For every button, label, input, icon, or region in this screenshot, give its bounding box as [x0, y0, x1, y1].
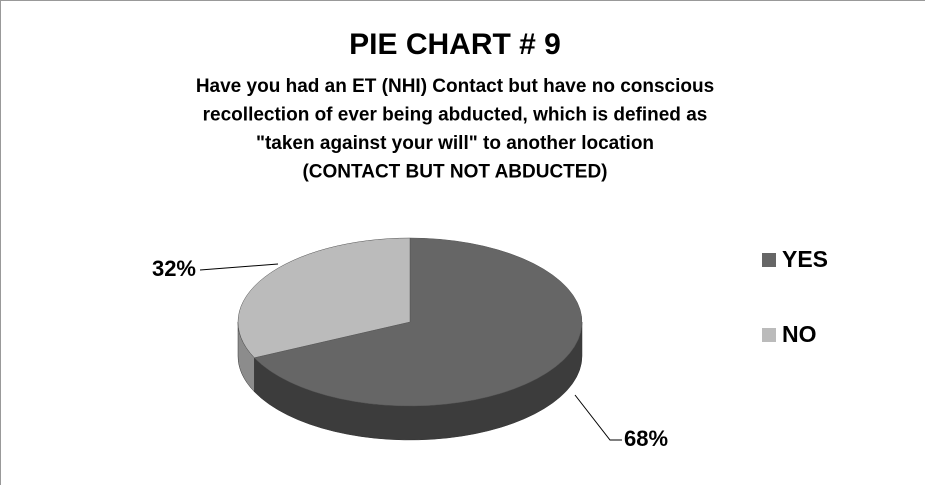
slice — [253, 237, 583, 407]
leader-line — [574, 394, 622, 441]
legend-label: YES — [782, 246, 828, 272]
chart-subtitle: "taken against your will" to another loc… — [256, 133, 654, 154]
data-label: 68% — [624, 426, 668, 451]
slice — [237, 237, 411, 359]
legend-swatch — [762, 328, 776, 342]
chart-subtitle: (CONTACT BUT NOT ABDUCTED) — [302, 162, 607, 183]
legend-swatch — [762, 253, 776, 267]
leader-line — [199, 263, 279, 271]
chart-title: PIE CHART # 9 — [349, 28, 561, 61]
chart-subtitle: recollection of ever being abducted, whi… — [203, 105, 708, 126]
chart-subtitle: Have you had an ET (NHI) Contact but hav… — [196, 76, 714, 97]
data-label: 32% — [152, 256, 196, 281]
legend-label: NO — [782, 321, 817, 347]
